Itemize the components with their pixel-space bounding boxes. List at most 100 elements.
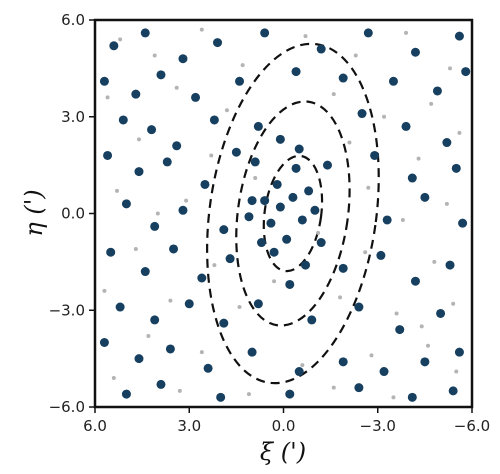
field-star-point — [419, 324, 424, 329]
contour-ellipse-3 — [206, 42, 380, 385]
field-star-point — [168, 298, 173, 303]
member-star-point — [213, 38, 223, 48]
member-star-point — [131, 89, 141, 99]
field-star-point — [152, 53, 157, 58]
field-star-point — [105, 95, 110, 100]
member-star-point — [316, 44, 326, 54]
member-star-point — [382, 215, 392, 225]
member-star-point — [178, 205, 188, 215]
member-star-point — [203, 363, 213, 373]
y-tick-label: 6.0 — [61, 11, 85, 29]
member-star-point — [432, 86, 442, 96]
member-star-point — [354, 383, 364, 393]
field-star-point — [382, 114, 387, 119]
x-tick-label: 0.0 — [272, 417, 296, 435]
field-star-point — [369, 353, 374, 358]
member-star-point — [156, 379, 166, 389]
member-star-point — [401, 121, 411, 131]
member-star-point — [260, 28, 270, 38]
member-star-point — [410, 47, 420, 57]
member-star-point — [454, 31, 464, 41]
member-star-point — [99, 76, 109, 86]
member-star-point — [140, 267, 150, 277]
member-star-point — [253, 121, 263, 131]
field-star-point — [118, 37, 123, 42]
field-star-point — [338, 295, 343, 300]
member-star-point — [316, 238, 326, 248]
member-star-point — [209, 115, 219, 125]
member-star-point — [363, 28, 373, 38]
field-star-point — [391, 395, 396, 400]
field-star-point — [353, 53, 358, 58]
member-star-point — [297, 215, 307, 225]
member-star-point — [451, 163, 461, 173]
field-star-point — [363, 250, 368, 255]
member-star-point — [106, 247, 116, 257]
member-star-point — [247, 347, 257, 357]
member-star-point — [231, 147, 241, 157]
field-star-point — [177, 388, 182, 393]
y-tick-label: −6.0 — [49, 398, 85, 416]
field-star-point — [174, 85, 179, 90]
member-star-point — [291, 163, 301, 173]
member-star-point — [458, 218, 468, 228]
member-star-point — [357, 109, 367, 119]
field-star-point — [331, 92, 336, 97]
member-star-point — [272, 179, 282, 189]
member-star-point — [288, 192, 298, 202]
field-star-point — [212, 263, 217, 268]
field-star-point — [451, 301, 456, 306]
x-tick-label: 6.0 — [83, 417, 107, 435]
field-star-point — [111, 375, 116, 380]
member-star-point — [420, 192, 430, 202]
member-star-point — [388, 76, 398, 86]
field-star-point — [272, 279, 277, 284]
member-star-point — [172, 141, 182, 151]
member-star-point — [191, 92, 201, 102]
member-star-point — [103, 150, 113, 160]
field-star-point — [184, 198, 189, 203]
member-star-point — [250, 157, 260, 167]
member-star-point — [260, 196, 270, 206]
plot-frame — [93, 18, 474, 409]
field-star-point — [454, 369, 459, 374]
member-star-point — [338, 357, 348, 367]
field-stars-layer — [102, 27, 462, 400]
member-star-point — [147, 125, 157, 135]
member-star-point — [454, 347, 464, 357]
member-star-point — [436, 308, 446, 318]
field-star-point — [316, 230, 321, 235]
member-star-point — [134, 167, 144, 177]
member-star-point — [162, 157, 172, 167]
member-star-point — [253, 299, 263, 309]
field-star-point — [224, 108, 229, 113]
member-star-point — [219, 318, 229, 328]
member-star-point — [294, 367, 304, 377]
member-star-point — [407, 173, 417, 183]
member-star-point — [225, 254, 235, 264]
member-star-point — [115, 302, 125, 312]
field-star-point — [303, 34, 308, 39]
member-star-point — [150, 315, 160, 325]
x-tick-label: 3.0 — [177, 417, 201, 435]
member-star-point — [285, 389, 295, 399]
member-star-point — [338, 263, 348, 273]
member-star-point — [300, 260, 310, 270]
member-star-point — [291, 67, 301, 77]
member-star-point — [370, 150, 380, 160]
member-star-point — [156, 70, 166, 80]
x-tick-label: −6.0 — [454, 417, 490, 435]
field-star-point — [199, 350, 204, 355]
member-star-point — [109, 41, 119, 51]
field-star-point — [331, 385, 336, 390]
member-star-point — [165, 344, 175, 354]
field-star-point — [429, 101, 434, 106]
field-star-point — [240, 63, 245, 68]
member-star-point — [269, 247, 279, 257]
field-star-point — [146, 334, 151, 339]
member-star-point — [184, 299, 194, 309]
member-star-point — [379, 367, 389, 377]
member-star-point — [216, 392, 226, 402]
member-star-point — [257, 238, 267, 248]
